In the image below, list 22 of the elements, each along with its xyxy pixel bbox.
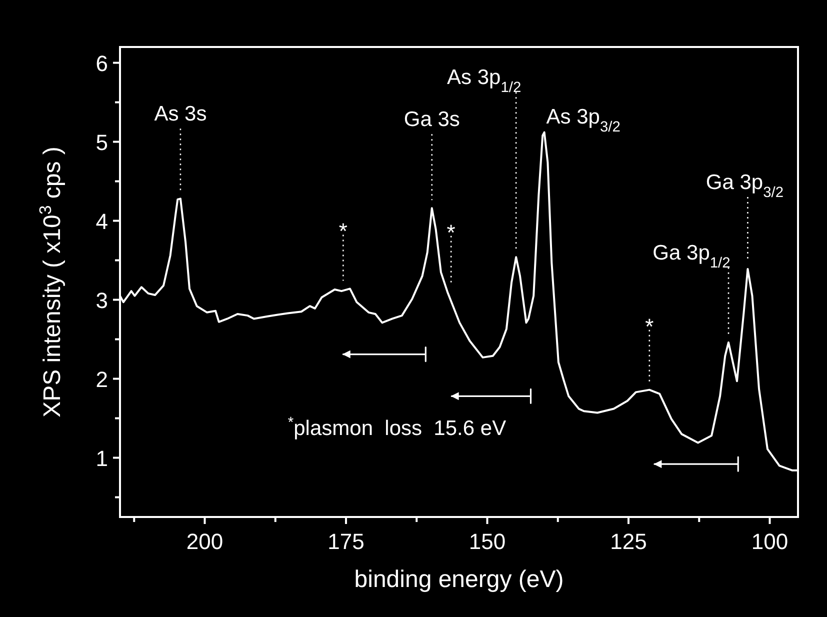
annotation: *	[338, 218, 348, 244]
x-axis-title: binding energy (eV)	[354, 566, 564, 593]
x-tick-label: 100	[751, 529, 788, 554]
x-tick-label: 150	[468, 529, 506, 554]
x-tick-label: 200	[186, 529, 224, 554]
annotation: *	[446, 220, 456, 245]
annotation: As 3p$_{1/2}$	[447, 66, 522, 96]
annotation: Ga 3s	[404, 108, 460, 132]
y-tick-label: 5	[96, 130, 108, 155]
annotation: As 3s	[154, 102, 207, 126]
annotation: $^{*}$plasmon loss 15.6 eV	[288, 415, 506, 440]
annotation: As 3p$_{3/2}$	[546, 105, 620, 136]
y-tick-label: 4	[96, 208, 108, 234]
y-tick-label: 2	[96, 366, 108, 392]
annotation: *	[645, 314, 654, 339]
y-tick-label: 1	[96, 446, 108, 471]
x-tick-label: 175	[328, 529, 364, 554]
x-tick-label: 125	[610, 529, 647, 554]
y-tick-label: 6	[96, 50, 108, 76]
annotation: Ga 3p$_{1/2}$	[652, 241, 730, 272]
annotation: Ga 3p$_{3/2}$	[706, 170, 784, 201]
y-tick-label: 3	[96, 288, 108, 313]
